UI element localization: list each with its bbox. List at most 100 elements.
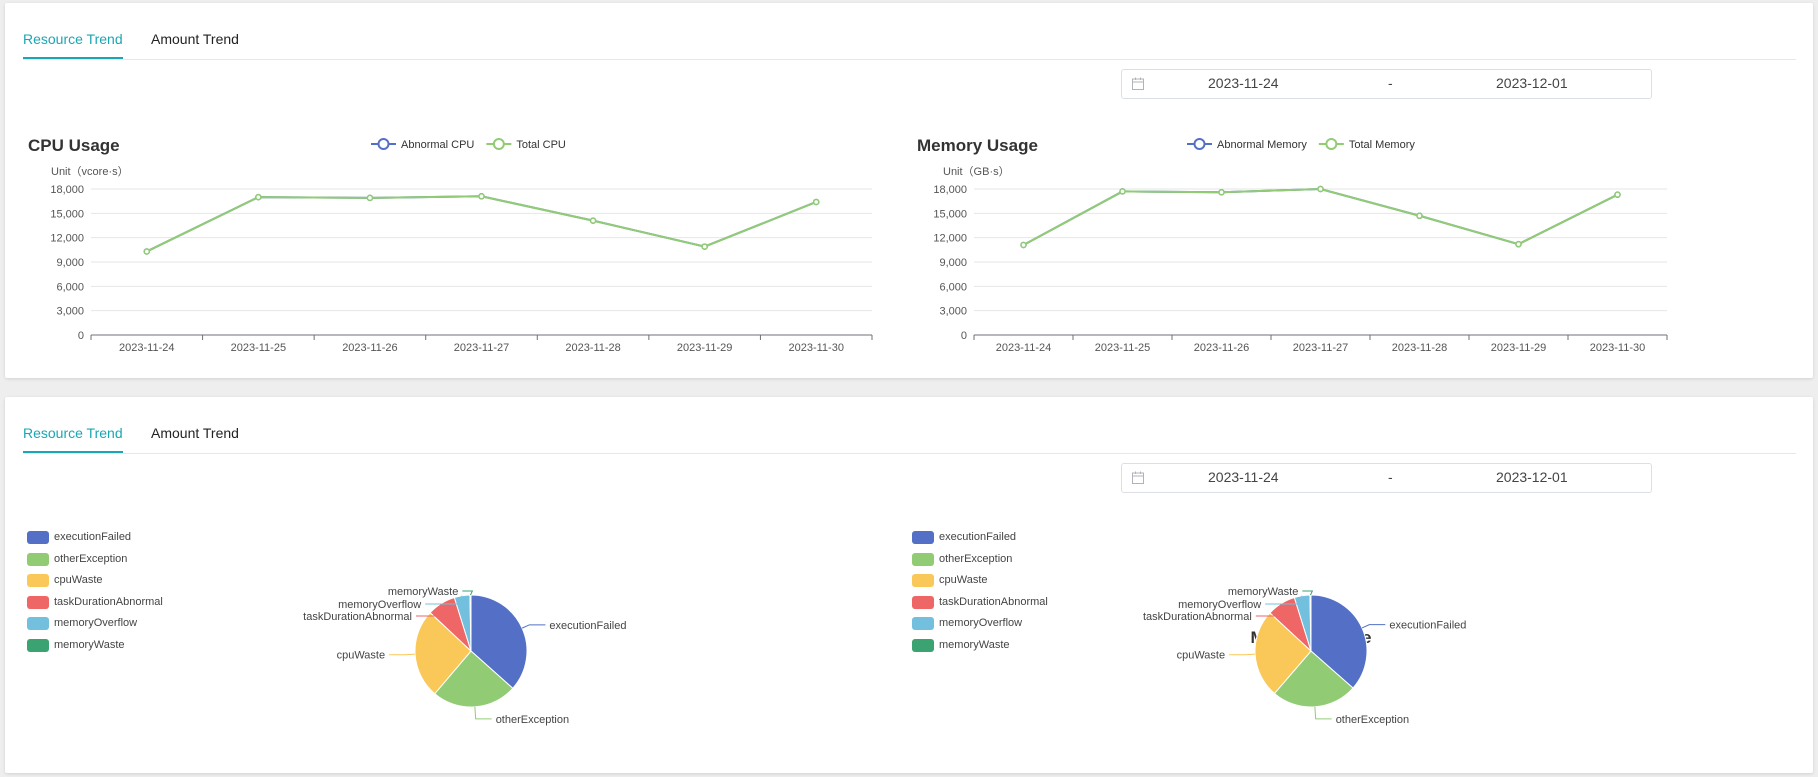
pie-slice-label: cpuWaste — [1177, 650, 1226, 662]
pie-leader-line — [1361, 624, 1386, 629]
y-tick-label: 3,000 — [939, 306, 967, 318]
legend-marker-1 — [1325, 138, 1338, 150]
x-tick-label: 2023-11-26 — [342, 342, 397, 354]
date-separator: - — [1388, 75, 1393, 91]
pie-slice-label: executionFailed — [549, 620, 626, 632]
tab-bar: Resource Trend Amount Trend — [23, 424, 1796, 454]
pie-leader-line — [415, 603, 442, 617]
calendar-icon — [1132, 471, 1144, 484]
legend-label: otherException — [54, 552, 128, 565]
date-start-input[interactable]: 2023-11-24 — [1208, 75, 1279, 91]
x-tick-label: 2023-11-25 — [1095, 342, 1150, 354]
legend-swatch — [27, 617, 49, 631]
resource-trend-panel-top: Resource Trend Amount Trend 2023-11-24 -… — [5, 3, 1813, 378]
y-tick-label: 0 — [961, 330, 967, 342]
tab-bar: Resource Trend Amount Trend — [23, 30, 1796, 60]
legend-label: executionFailed — [939, 531, 1017, 543]
pie-leader-line — [462, 590, 474, 596]
series-line-1 — [146, 195, 817, 253]
pie-leader-line — [1255, 603, 1282, 617]
legend-label: otherException — [939, 552, 1013, 565]
x-tick-label: 2023-11-30 — [1590, 342, 1645, 354]
data-point — [1317, 185, 1324, 193]
date-start-input[interactable]: 2023-11-24 — [1208, 469, 1279, 485]
legend-label: cpuWaste — [54, 574, 103, 587]
legend-marker-1 — [492, 138, 505, 150]
pie-slice-executionFailed — [1310, 594, 1368, 689]
legend-swatch — [27, 639, 49, 652]
legend-swatch — [27, 595, 49, 609]
legend-swatch — [912, 595, 934, 609]
pie-leader-line — [1302, 590, 1314, 596]
legend-label: Total CPU — [516, 139, 566, 151]
pie-slice-label: otherException — [496, 714, 569, 726]
y-tick-label: 18,000 — [933, 184, 967, 196]
y-tick-label: 12,000 — [50, 233, 84, 245]
x-tick-label: 2023-11-28 — [1392, 342, 1447, 354]
y-tick-label: 9,000 — [56, 257, 84, 269]
pie-leader-line — [1229, 653, 1256, 656]
memory-pie-legend: executionFailed otherException cpuWaste tas… — [912, 530, 1112, 660]
y-tick-label: 3,000 — [56, 306, 84, 318]
memory-usage-pie-chart: Memory UsageexecutionFailedotherExceptio… — [1143, 586, 1466, 726]
unit-label: Unit（vcore·s） — [51, 165, 129, 178]
legend-label: Abnormal CPU — [401, 139, 474, 151]
data-point — [255, 193, 262, 201]
x-tick-label: 2023-11-29 — [677, 342, 732, 354]
data-point — [478, 193, 485, 200]
tab-amount-trend[interactable]: Amount Trend — [151, 31, 239, 47]
x-tick-label: 2023-11-25 — [231, 342, 286, 354]
pie-slice-label: taskDurationAbnormal — [1143, 611, 1252, 623]
x-tick-label: 2023-11-24 — [996, 342, 1051, 354]
tab-resource-trend[interactable]: Resource Trend — [23, 30, 123, 59]
legend-label: cpuWaste — [939, 574, 988, 587]
pie-leader-line — [474, 706, 492, 720]
data-point — [143, 248, 151, 255]
data-point — [366, 194, 374, 202]
legend-marker-0 — [1193, 138, 1206, 150]
pie-leader-line — [389, 653, 416, 656]
legend-swatch — [27, 552, 49, 566]
legend-swatch — [912, 574, 934, 588]
pie-slice-label: memoryWaste — [1228, 586, 1299, 598]
tab-resource-trend[interactable]: Resource Trend — [23, 424, 123, 453]
date-end-input[interactable]: 2023-12-01 — [1496, 75, 1568, 91]
y-tick-label: 0 — [78, 330, 84, 342]
pie-slice-label: otherException — [1336, 714, 1409, 726]
data-point — [1020, 241, 1027, 249]
legend-marker-0 — [377, 138, 390, 150]
legend-swatch — [912, 617, 934, 631]
date-range-picker[interactable]: 2023-11-24 - 2023-12-01 — [1121, 463, 1652, 493]
legend-swatch — [27, 574, 49, 588]
data-point — [701, 243, 708, 250]
legend-swatch — [27, 531, 49, 544]
chart-title: Memory Usage — [917, 136, 1038, 155]
legend-label: memoryWaste — [939, 639, 1010, 651]
pie-slice-cpuWaste — [1254, 612, 1312, 695]
pie-slice-otherException — [1273, 650, 1354, 708]
legend-label: Total Memory — [1349, 139, 1416, 151]
legend-label: memoryOverflow — [939, 617, 1023, 630]
y-tick-label: 6,000 — [56, 281, 84, 293]
pie-slice-label: memoryWaste — [388, 586, 459, 598]
y-tick-label: 12,000 — [933, 233, 967, 245]
tab-amount-trend[interactable]: Amount Trend — [151, 425, 239, 441]
memory-usage-line-chart: Memory Usage Unit（GB·s） Abnormal Memory Tot… — [917, 136, 1668, 354]
date-range-picker[interactable]: 2023-11-24 - 2023-12-01 — [1121, 69, 1652, 99]
legend-label: Abnormal Memory — [1217, 139, 1307, 151]
date-end-input[interactable]: 2023-12-01 — [1496, 469, 1568, 485]
data-point — [589, 217, 597, 224]
pie-slice-label: taskDurationAbnormal — [303, 611, 412, 623]
pie-slice-cpuWaste — [414, 611, 472, 695]
legend-label: memoryWaste — [54, 639, 125, 651]
x-tick-label: 2023-11-24 — [119, 342, 174, 354]
pie-leader-line — [1314, 706, 1332, 720]
y-tick-label: 6,000 — [939, 281, 967, 293]
y-tick-label: 15,000 — [933, 208, 967, 220]
resource-trend-panel-bottom: Resource Trend Amount Trend 2023-11-24 -… — [5, 397, 1813, 773]
y-tick-label: 15,000 — [50, 208, 84, 220]
x-tick-label: 2023-11-27 — [1293, 342, 1348, 354]
data-point — [812, 198, 820, 206]
legend-swatch — [912, 531, 934, 544]
series-line-1 — [1023, 187, 1618, 246]
